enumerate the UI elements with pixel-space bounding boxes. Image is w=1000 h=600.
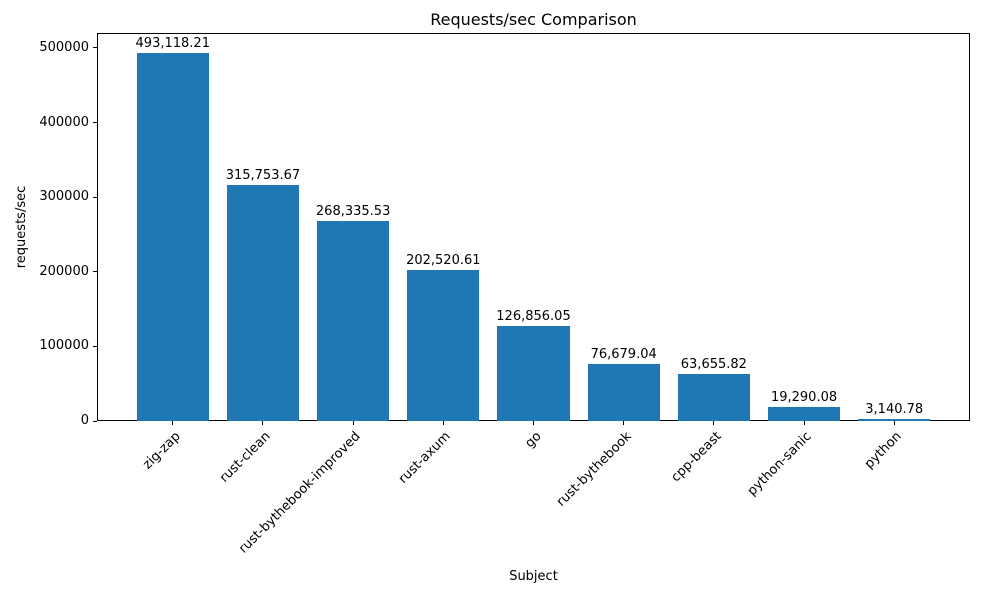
y-tick-mark: [93, 122, 97, 124]
bar-value-label: 202,520.61: [406, 252, 481, 268]
x-tick-mark: [893, 421, 895, 425]
x-axis-label: Subject: [509, 569, 558, 584]
x-tick-mark: [262, 421, 264, 425]
y-tick-label: 300000: [39, 189, 89, 205]
y-tick-mark: [93, 345, 97, 347]
y-tick-label: 200000: [39, 263, 89, 279]
bar: [677, 373, 750, 421]
y-tick-mark: [93, 47, 97, 49]
y-tick-label: 400000: [39, 114, 89, 130]
x-tick-mark: [803, 421, 805, 425]
x-tick-mark: [172, 421, 174, 425]
bar-value-label: 315,753.67: [225, 168, 301, 184]
y-tick-mark: [93, 271, 97, 273]
bar: [767, 406, 841, 421]
bar: [317, 220, 390, 421]
y-tick-mark: [93, 420, 97, 422]
y-tick-mark: [93, 196, 97, 198]
x-tick-mark: [352, 421, 354, 425]
bar-value-label: 63,655.82: [680, 356, 747, 372]
bar: [226, 185, 299, 421]
y-tick-label: 500000: [39, 39, 89, 55]
bar: [407, 269, 480, 421]
bar: [587, 363, 660, 421]
y-tick-label: 0: [80, 413, 89, 428]
x-tick-mark: [713, 421, 715, 425]
bar-value-label: 493,118.21: [135, 36, 210, 52]
y-tick-label: 100000: [39, 338, 89, 354]
bar: [497, 326, 570, 421]
x-tick-mark: [623, 421, 625, 425]
x-tick-mark: [442, 421, 444, 425]
bar: [858, 418, 931, 421]
bar: [136, 53, 209, 421]
y-axis-label: requests/sec: [14, 185, 29, 269]
bar-value-label: 3,140.78: [865, 401, 924, 417]
x-tick-mark: [533, 421, 534, 425]
bar-value-label: 126,856.05: [496, 309, 571, 325]
bar-value-label: 76,679.04: [590, 346, 657, 362]
bar-value-label: 268,335.53: [315, 203, 391, 219]
chart-title: Requests/sec Comparison: [430, 10, 637, 29]
bar-value-label: 19,290.08: [770, 389, 838, 405]
